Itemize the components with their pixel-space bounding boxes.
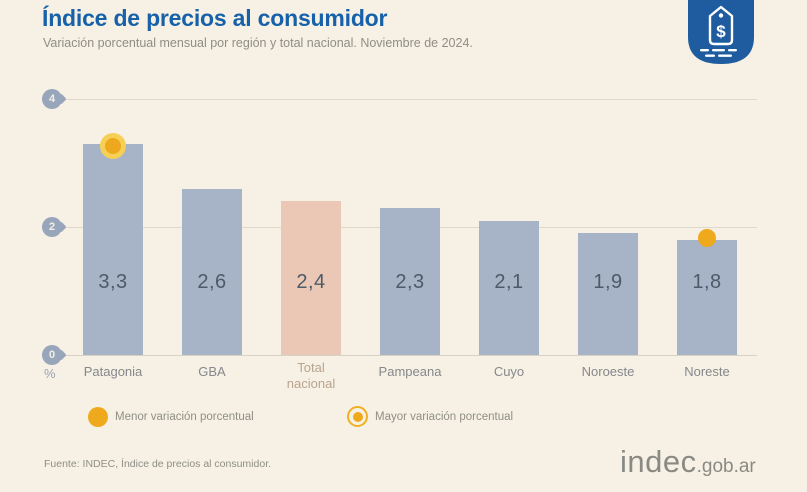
mayor-marker-icon xyxy=(100,132,126,159)
bar-pampeana xyxy=(380,207,440,355)
bar-total-nacional xyxy=(281,201,341,355)
x-axis-label: Patagonia xyxy=(83,364,143,379)
x-axis-label: Total nacional xyxy=(286,360,336,392)
bar-value-label: 2,3 xyxy=(395,271,425,293)
bar-value-label: 2,4 xyxy=(296,271,326,293)
y-tick-2: 2 xyxy=(42,217,62,237)
source-note: Fuente: INDEC, Índice de precios al cons… xyxy=(44,458,272,470)
bar-patagonia xyxy=(83,143,143,355)
y-tick-4: 4 xyxy=(42,89,62,109)
bar-gba xyxy=(182,188,242,355)
indec-logo: indec.gob.ar xyxy=(620,444,756,480)
bar-noreste xyxy=(677,239,737,355)
legend-label-mayor: Mayor variación porcentual xyxy=(375,410,514,423)
y-tick-0: 0 xyxy=(42,345,62,365)
x-axis-label: GBA xyxy=(198,364,226,379)
gridline-0 xyxy=(65,355,757,356)
x-axis-label: Noreste xyxy=(684,364,730,379)
page-subtitle: Variación porcentual mensual por región … xyxy=(43,36,473,50)
x-axis-label: Cuyo xyxy=(493,364,525,379)
menor-dot-icon xyxy=(88,407,108,427)
legend-item-mayor: Mayor variación porcentual xyxy=(347,406,513,427)
x-axis-label: Pampeana xyxy=(378,364,442,379)
gridline-4 xyxy=(65,99,757,100)
x-axis-label: Noroeste xyxy=(581,364,635,379)
menor-marker-icon xyxy=(698,228,716,247)
mayor-ring-icon xyxy=(347,406,368,427)
bar-noroeste xyxy=(578,233,638,355)
bar-value-label: 1,9 xyxy=(593,271,623,293)
bar-value-label: 1,8 xyxy=(692,271,722,293)
price-tag-icon: $ xyxy=(686,0,756,66)
bar-cuyo xyxy=(479,220,539,355)
bar-value-label: 2,1 xyxy=(494,271,524,293)
indec-logo-text: indec xyxy=(620,444,697,479)
legend-item-menor: Menor variación porcentual xyxy=(88,407,254,427)
y-axis-unit-label: % xyxy=(44,366,56,381)
svg-text:$: $ xyxy=(716,22,726,41)
indec-logo-domain: .gob.ar xyxy=(696,456,756,477)
page-title: Índice de precios al consumidor xyxy=(42,5,388,31)
bar-value-label: 2,6 xyxy=(197,271,227,293)
legend-label-menor: Menor variación porcentual xyxy=(115,411,254,423)
bar-value-label: 3,3 xyxy=(98,271,128,293)
